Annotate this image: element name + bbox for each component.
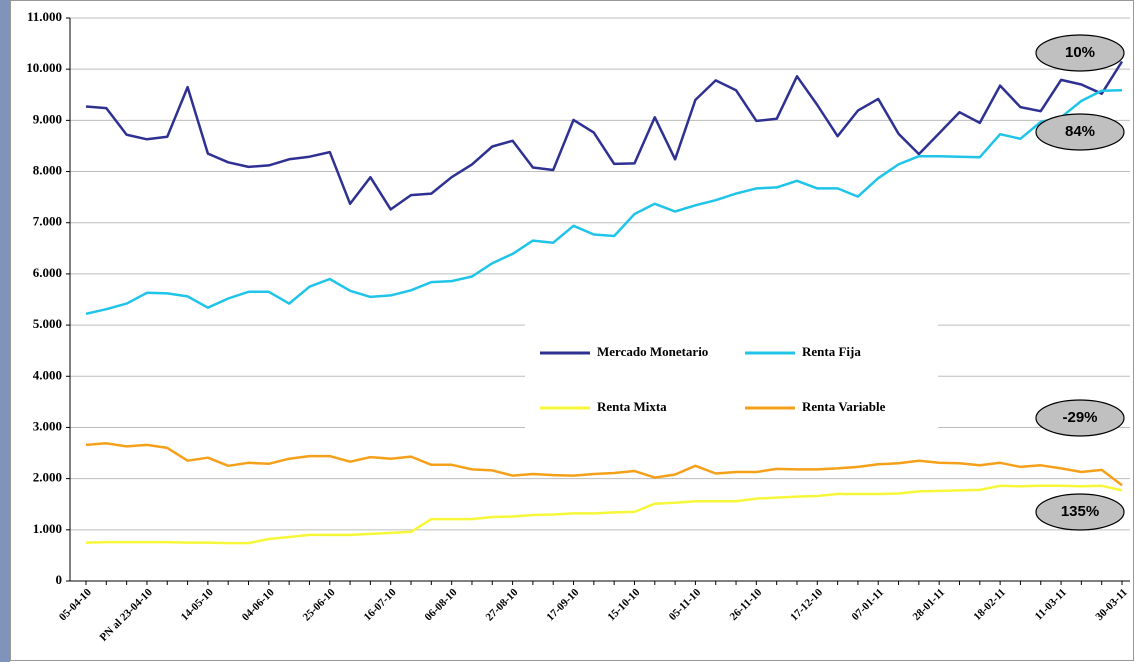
x-tick-label: 18-02-11 [971,586,1008,623]
y-tick-label: 11.000 [27,9,62,24]
legend-label: Mercado Monetario [597,344,708,359]
side-strip [0,0,10,662]
frame [10,0,1134,661]
legend [525,323,938,432]
y-tick-label: 8.000 [33,163,62,178]
x-tick-label: 14-05-10 [179,586,216,623]
y-tick-label: 7.000 [33,214,62,229]
legend-label: Renta Mixta [597,399,667,414]
x-tick-label: 25-06-10 [301,586,338,623]
x-tick-label: 05-04-10 [57,586,94,623]
legend-label: Renta Fija [802,344,861,359]
annotation: 84% [1065,123,1095,140]
x-tick-label: 06-08-10 [423,586,460,623]
annotation: 10% [1065,44,1095,61]
series-line [85,88,1123,316]
series-line [85,442,1123,487]
annotation: -29% [1062,409,1097,426]
x-tick-label: 17-09-10 [544,586,581,623]
x-tick-label: 30-03-11 [1093,586,1130,623]
y-tick-label: 1.000 [33,521,62,536]
y-tick-label: 4.000 [33,367,62,382]
annotation-bubble [1035,34,1125,72]
x-tick-label: 16-07-10 [362,586,399,623]
annotation-bubble [1035,113,1125,151]
x-tick-label: 26-11-10 [728,586,765,623]
y-tick-label: 5.000 [33,316,62,331]
annotation: 135% [1061,503,1099,520]
y-tick-label: 9.000 [33,111,62,126]
y-tick-label: 3.000 [33,418,62,433]
annotation-bubble [1035,493,1125,531]
x-tick-label: 07-01-11 [850,586,887,623]
x-tick-label: 17-12-10 [788,586,825,623]
x-tick-label: PN al 23-04-10 [98,586,156,644]
x-tick-label: 05-11-10 [667,586,704,623]
y-tick-label: 6.000 [33,265,62,280]
y-tick-label: 0 [56,572,63,587]
series-line [85,484,1123,545]
x-tick-label: 11-03-11 [1033,586,1069,622]
y-tick-label: 10.000 [26,60,62,75]
annotation-bubble [1035,399,1125,437]
x-tick-label: 27-08-10 [483,586,520,623]
y-tick-label: 2.000 [33,470,62,485]
x-tick-label: 04-06-10 [240,586,277,623]
x-tick-label: 15-10-10 [605,586,642,623]
series-line [85,60,1124,211]
legend-label: Renta Variable [802,399,886,414]
x-tick-label: 28-01-11 [911,586,948,623]
